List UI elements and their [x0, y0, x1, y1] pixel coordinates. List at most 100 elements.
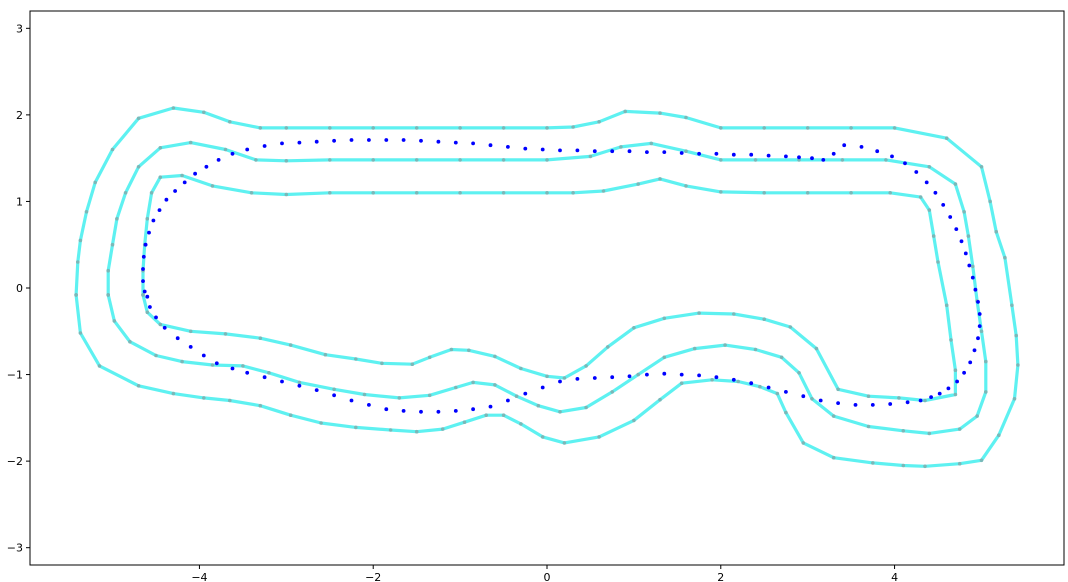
path-point [230, 151, 235, 156]
inner-boundary-marker [944, 303, 949, 308]
center-line-marker [297, 380, 302, 385]
center-line-marker [427, 393, 432, 398]
outer-boundary-marker [288, 413, 293, 418]
inner-boundary-marker [188, 329, 193, 334]
center-line-marker [636, 372, 640, 377]
x-axis: −4 −2 0 2 4 [191, 565, 898, 582]
center-line-marker [662, 355, 667, 360]
center-line-marker [692, 346, 697, 351]
path-point [821, 158, 826, 162]
path-point [888, 402, 893, 406]
inner-boundary-marker [601, 189, 606, 193]
path-point [963, 251, 968, 256]
inner-boundary-marker [458, 191, 462, 195]
path-point [955, 379, 959, 384]
outer-boundary-marker [871, 461, 875, 465]
outer-boundary-marker [519, 422, 523, 426]
center-line-marker [110, 242, 115, 247]
path-point [962, 370, 966, 375]
inner-boundary-marker [849, 191, 853, 195]
outer-boundary-marker [944, 136, 949, 140]
path-point [204, 164, 209, 169]
path-point [401, 409, 406, 413]
outer-boundary-marker [171, 106, 176, 110]
driven-path [141, 138, 982, 414]
y-tick-label: 2 [16, 109, 23, 122]
path-point [540, 147, 545, 152]
outer-boundary-marker [632, 418, 636, 423]
path-point [662, 371, 667, 376]
outer-boundary-marker [371, 126, 376, 130]
outer-boundary-marker [1012, 397, 1017, 401]
inner-boundary-marker [658, 177, 662, 181]
path-point [175, 336, 180, 341]
outer-boundary-marker [719, 126, 723, 130]
outer-boundary-marker [388, 428, 393, 432]
x-tick-label: −4 [191, 571, 207, 582]
center-line-marker [106, 293, 110, 297]
path-point [575, 377, 580, 381]
outer-boundary-marker [484, 413, 489, 418]
path-point [436, 409, 441, 414]
center-line-marker [984, 359, 988, 364]
inner-boundary-marker [636, 182, 640, 186]
path-point [558, 379, 562, 384]
center-line-marker [684, 149, 688, 153]
path-point [157, 208, 162, 213]
path-point [142, 289, 147, 294]
center-line-marker [454, 385, 458, 390]
path-point [141, 267, 145, 271]
inner-boundary-marker [371, 191, 376, 195]
outer-boundary-marker [258, 403, 263, 408]
path-point [540, 385, 545, 390]
path-point [201, 353, 206, 358]
center-line-marker [128, 339, 132, 344]
y-tick-label: 1 [16, 195, 23, 208]
path-point [870, 403, 875, 407]
outer-boundary-marker [623, 109, 627, 114]
center-line-marker [223, 147, 228, 152]
inner-boundary-marker [223, 332, 228, 336]
path-point [818, 398, 823, 403]
outer-boundary-marker [110, 147, 115, 152]
inner-boundary-marker [836, 387, 840, 392]
path-point [697, 373, 701, 378]
path-point [679, 372, 684, 377]
x-tick-label: 0 [544, 571, 551, 582]
path-point [610, 149, 615, 154]
inner-boundary-marker [427, 355, 432, 360]
inner-boundary-marker [545, 191, 549, 195]
path-point [662, 150, 667, 155]
path-point [918, 398, 923, 403]
outer-boundary-marker [462, 420, 467, 425]
path-point [875, 149, 880, 154]
inner-boundary-marker [697, 311, 701, 315]
path-point [929, 395, 933, 399]
path-point [488, 143, 493, 148]
x-tick-label: 4 [891, 571, 898, 582]
path-point [645, 150, 649, 155]
center-line-marker [927, 165, 932, 169]
inner-boundary-marker [288, 343, 293, 347]
path-point [384, 138, 389, 142]
y-axis: −3 −2 −1 0 1 2 3 [7, 22, 30, 555]
path-point [216, 158, 221, 162]
center-line-marker [180, 359, 184, 364]
path-point [558, 148, 562, 153]
center-line-marker [810, 397, 814, 401]
path-point [731, 152, 736, 157]
inner-boundary-marker [719, 190, 723, 194]
path-point [262, 144, 267, 148]
path-point [230, 366, 235, 371]
inner-boundary-marker [814, 346, 819, 351]
center-line-marker [962, 210, 966, 214]
outer-boundary-marker [1016, 363, 1020, 367]
inner-boundary-marker [501, 191, 506, 195]
path-point [977, 312, 982, 316]
path-point [145, 294, 150, 299]
path-point [954, 227, 959, 232]
center-line-marker [753, 158, 758, 162]
center-line-marker [975, 414, 979, 418]
outer-boundary-marker [571, 125, 575, 129]
